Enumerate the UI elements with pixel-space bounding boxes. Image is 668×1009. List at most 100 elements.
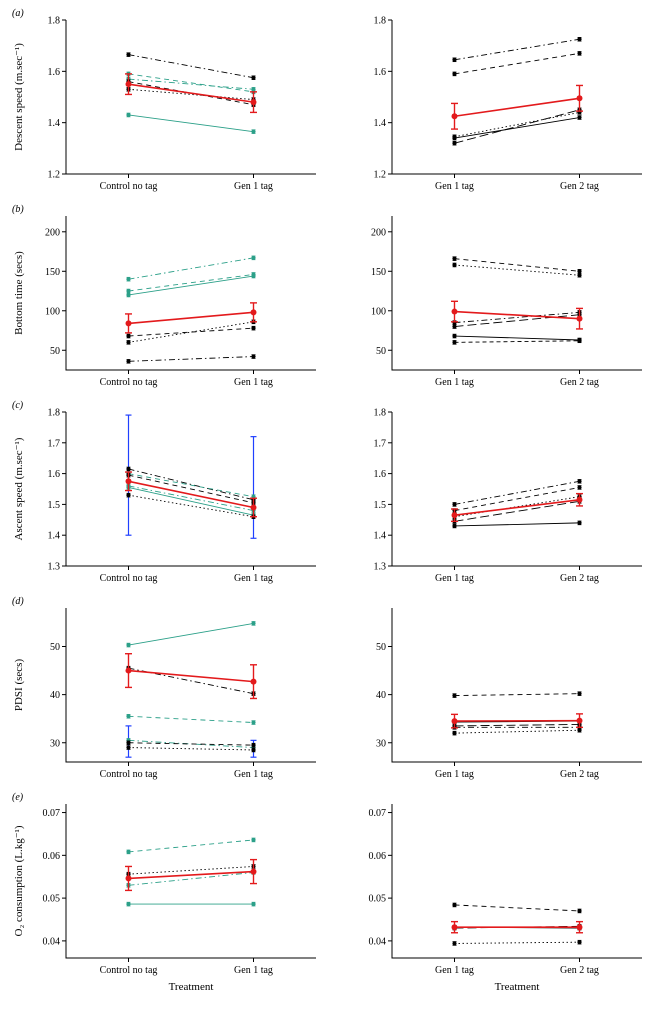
x-tick-label: Gen 2 tag	[560, 769, 599, 780]
series-line	[129, 328, 254, 336]
axis-frame	[66, 216, 316, 370]
series-line	[129, 748, 254, 750]
series-line	[455, 501, 580, 521]
y-tick-label: 0.06	[43, 851, 61, 862]
cell-0-left: 1.21.41.61.8Control no tagGen 1 tagDesce…	[8, 4, 334, 200]
panel-4-right: 0.040.050.060.07Gen 1 tagGen 2 tagTreatm…	[334, 788, 660, 1000]
mean-point	[126, 668, 132, 674]
y-axis-title: PDSI (secs)	[13, 659, 25, 712]
series-line	[455, 905, 580, 911]
series-line	[455, 341, 580, 343]
series-line	[129, 740, 254, 747]
series-line	[129, 716, 254, 722]
cell-2-right: 1.31.41.51.61.71.8Gen 1 tagGen 2 tag	[334, 396, 660, 592]
y-tick-label: 0.06	[369, 851, 387, 862]
x-tick-label: Gen 1 tag	[435, 181, 474, 192]
cell-1-right: 50100150200Gen 1 tagGen 2 tag	[334, 200, 660, 396]
x-tick-label: Gen 1 tag	[234, 573, 273, 584]
y-tick-label: 50	[376, 346, 386, 357]
y-tick-label: 1.4	[374, 118, 387, 129]
series-line	[455, 942, 580, 943]
series-line	[129, 486, 254, 511]
x-tick-label: Gen 1 tag	[234, 377, 273, 388]
series-line	[455, 724, 580, 725]
series-line	[455, 523, 580, 526]
panel-2-right: 1.31.41.51.61.71.8Gen 1 tagGen 2 tag	[334, 396, 660, 592]
series-line	[455, 694, 580, 696]
axis-frame	[66, 20, 316, 174]
series-line	[129, 357, 254, 362]
series-line	[129, 74, 254, 92]
x-tick-label: Gen 1 tag	[234, 181, 273, 192]
cell-1-left: 50100150200Control no tagGen 1 tagBottom…	[8, 200, 334, 396]
x-axis-title: Treatment	[169, 981, 214, 993]
axis-frame	[392, 608, 642, 762]
mean-line	[129, 671, 254, 682]
y-tick-label: 40	[376, 690, 386, 701]
x-tick-label: Gen 1 tag	[435, 573, 474, 584]
mean-line	[129, 312, 254, 323]
series-line	[455, 265, 580, 275]
mean-line	[129, 84, 254, 102]
y-tick-label: 1.4	[374, 531, 387, 542]
y-axis-title: Descent speed (m.sec⁻¹)	[13, 43, 25, 151]
y-tick-label: 1.6	[48, 469, 61, 480]
y-tick-label: 1.7	[48, 438, 61, 449]
x-tick-label: Gen 1 tag	[234, 965, 273, 976]
axis-frame	[392, 20, 642, 174]
figure-grid: 1.21.41.61.8Control no tagGen 1 tagDesce…	[0, 0, 668, 1008]
y-tick-label: 100	[371, 306, 386, 317]
mean-point	[452, 512, 458, 518]
mean-point	[577, 497, 583, 503]
panel-1-left: 50100150200Control no tagGen 1 tagBottom…	[8, 200, 334, 396]
mean-point	[251, 99, 257, 105]
y-tick-label: 50	[50, 642, 60, 653]
row-label: (b)	[12, 204, 24, 215]
series-line	[455, 39, 580, 60]
mean-point	[577, 718, 583, 724]
y-tick-label: 200	[45, 227, 60, 238]
axis-frame	[392, 412, 642, 566]
axis-frame	[66, 804, 316, 958]
series-line	[129, 322, 254, 343]
panel-2-left: 1.31.41.51.61.71.8Control no tagGen 1 ta…	[8, 396, 334, 592]
row-label: (a)	[12, 8, 24, 19]
series-line	[455, 336, 580, 340]
y-tick-label: 1.6	[374, 67, 387, 78]
row-label: (e)	[12, 792, 24, 803]
series-line	[129, 623, 254, 645]
y-tick-label: 100	[45, 306, 60, 317]
series-line	[129, 258, 254, 279]
mean-point	[126, 320, 132, 326]
y-tick-label: 0.05	[369, 894, 387, 905]
series-line	[129, 79, 254, 89]
row-label: (c)	[12, 400, 24, 411]
mean-point	[251, 309, 257, 315]
series-line	[455, 481, 580, 504]
y-tick-label: 0.05	[43, 894, 61, 905]
mean-line	[129, 872, 254, 879]
x-tick-label: Control no tag	[100, 965, 158, 976]
y-axis-title: O₂ consumption (L.kg⁻¹)	[13, 825, 25, 936]
axis-frame	[392, 804, 642, 958]
x-tick-label: Control no tag	[100, 769, 158, 780]
y-tick-label: 150	[371, 267, 386, 278]
y-tick-label: 1.3	[374, 562, 387, 573]
mean-point	[126, 81, 132, 87]
mean-point	[452, 113, 458, 119]
y-tick-label: 30	[376, 738, 386, 749]
series-line	[455, 730, 580, 733]
y-tick-label: 1.6	[374, 469, 387, 480]
series-line	[455, 118, 580, 139]
panel-3-left: 304050Control no tagGen 1 tagPDSI (secs)…	[8, 592, 334, 788]
x-tick-label: Control no tag	[100, 573, 158, 584]
mean-point	[251, 869, 257, 875]
mean-point	[126, 875, 132, 881]
mean-point	[251, 504, 257, 510]
x-tick-label: Gen 1 tag	[435, 377, 474, 388]
panel-1-right: 50100150200Gen 1 tagGen 2 tag	[334, 200, 660, 396]
x-tick-label: Gen 1 tag	[435, 965, 474, 976]
y-axis-title: Bottom time (secs)	[13, 251, 25, 335]
y-tick-label: 1.8	[48, 16, 61, 27]
y-tick-label: 30	[50, 738, 60, 749]
